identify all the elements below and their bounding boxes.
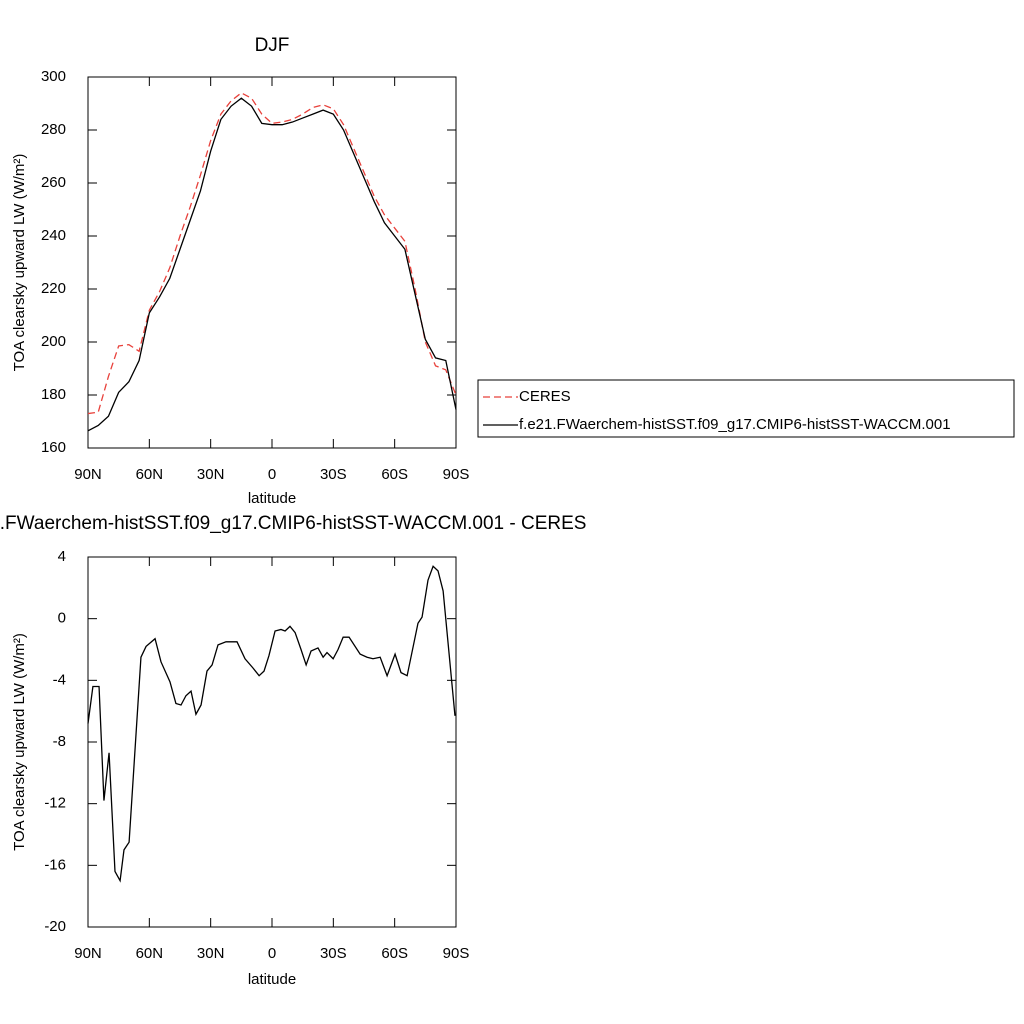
data-line: [87, 565, 456, 883]
y-tick-label: -4: [53, 671, 66, 688]
y-tick-label: 240: [41, 227, 66, 244]
y-tick-label: -16: [44, 856, 66, 873]
x-tick-label: 60N: [136, 466, 164, 483]
y-tick-label: 260: [41, 174, 66, 191]
data-line: [87, 92, 457, 415]
y-tick-label: 220: [41, 280, 66, 297]
y-tick-label: 4: [58, 548, 66, 565]
x-axis-label: latitude: [248, 971, 296, 988]
x-tick-label: 60S: [381, 945, 408, 962]
y-axis-label: TOA clearsky upward LW (W/m²): [11, 154, 28, 372]
x-tick-label: 90S: [443, 945, 470, 962]
y-tick-label: -20: [44, 918, 66, 935]
y-tick-label: 180: [41, 386, 66, 403]
chart-title: f.e21.FWaerchem-histSST.f09_g17.CMIP6-hi…: [0, 513, 586, 534]
plot-frame: [87, 76, 457, 449]
x-tick-label: 30S: [320, 466, 347, 483]
x-tick-label: 0: [268, 466, 276, 483]
y-tick-label: -12: [44, 795, 66, 812]
x-tick-label: 30N: [197, 945, 225, 962]
y-tick-label: 0: [58, 610, 66, 627]
y-tick-label: 280: [41, 121, 66, 138]
plot-frame: [87, 556, 457, 928]
y-tick-label: 200: [41, 333, 66, 350]
x-tick-label: 90N: [74, 945, 102, 962]
legend-label: CERES: [519, 388, 571, 405]
legend-box: [477, 379, 1015, 438]
x-axis-label: latitude: [248, 490, 296, 507]
x-tick-label: 30N: [197, 466, 225, 483]
x-tick-label: 30S: [320, 945, 347, 962]
y-tick-label: -8: [53, 733, 66, 750]
y-tick-label: 160: [41, 439, 66, 456]
x-tick-label: 60N: [136, 945, 164, 962]
y-tick-label: 300: [41, 68, 66, 85]
x-tick-label: 60S: [381, 466, 408, 483]
chart-title: DJF: [255, 35, 290, 56]
x-tick-label: 90N: [74, 466, 102, 483]
legend-label: f.e21.FWaerchem-histSST.f09_g17.CMIP6-hi…: [519, 416, 951, 433]
data-line: [87, 97, 457, 432]
x-tick-label: 0: [268, 945, 276, 962]
y-axis-label: TOA clearsky upward LW (W/m²): [11, 633, 28, 851]
x-tick-label: 90S: [443, 466, 470, 483]
